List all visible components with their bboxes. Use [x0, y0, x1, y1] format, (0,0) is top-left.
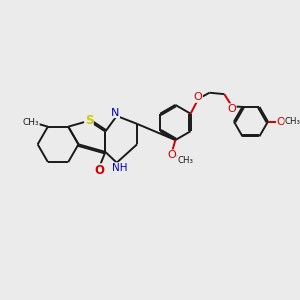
Text: CH₃: CH₃ [177, 156, 193, 165]
Text: O: O [194, 92, 202, 102]
Text: O: O [277, 117, 285, 127]
Text: O: O [168, 150, 176, 160]
Text: CH₃: CH₃ [22, 118, 39, 127]
Text: N: N [111, 107, 119, 118]
Text: CH₃: CH₃ [285, 117, 300, 126]
Text: O: O [227, 104, 236, 114]
Text: NH: NH [112, 163, 128, 173]
Text: S: S [85, 114, 93, 127]
Text: O: O [94, 164, 104, 177]
